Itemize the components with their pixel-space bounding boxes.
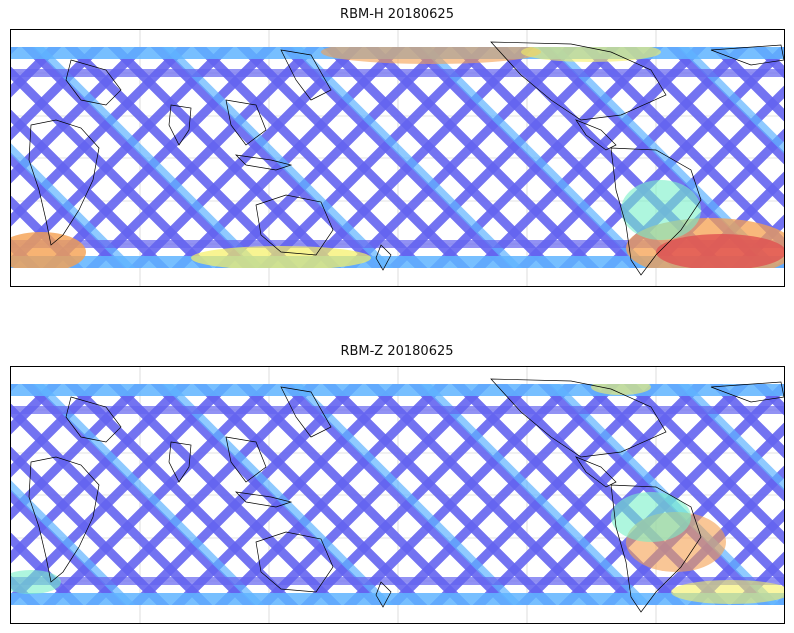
landmass-outline: [575, 119, 617, 151]
panel-title-rbm-h: RBM-H 20180625: [340, 7, 454, 22]
coastlines: [28, 41, 784, 276]
landmass-outline: [375, 244, 392, 271]
landmass-outline: [235, 491, 293, 508]
landmass-outline: [255, 531, 334, 593]
landmass-outline: [375, 581, 392, 608]
map-panel-rbm-h: [10, 29, 785, 287]
high-flux-regions: [11, 384, 784, 604]
landmass-outline: [168, 104, 192, 146]
landmass-outline: [280, 386, 332, 438]
landmass-outline: [255, 194, 334, 256]
landmass-outline: [575, 456, 617, 488]
coastlines: [28, 378, 784, 613]
landmass-outline: [225, 436, 267, 483]
landmass-outline: [710, 381, 784, 403]
swath-map-rbm-z: [11, 367, 784, 623]
landmass-outline: [65, 396, 122, 443]
landmass-outline: [225, 99, 267, 146]
landmass-outline: [280, 49, 332, 101]
landmass-outline: [490, 378, 667, 458]
landmass-outline: [28, 456, 100, 583]
landmass-outline: [710, 44, 784, 66]
landmass-outline: [65, 59, 122, 106]
map-panel-rbm-z: [10, 366, 785, 624]
landmass-outline: [28, 119, 100, 246]
panel-title-rbm-z: RBM-Z 20180625: [340, 344, 454, 359]
landmass-outline: [235, 154, 293, 171]
high-flux-regions: [11, 47, 784, 268]
landmass-outline: [168, 441, 192, 483]
landmass-outline: [610, 147, 702, 276]
landmass-outline: [490, 41, 667, 121]
landmass-outline: [610, 484, 702, 613]
swath-map-rbm-h: [11, 30, 784, 286]
